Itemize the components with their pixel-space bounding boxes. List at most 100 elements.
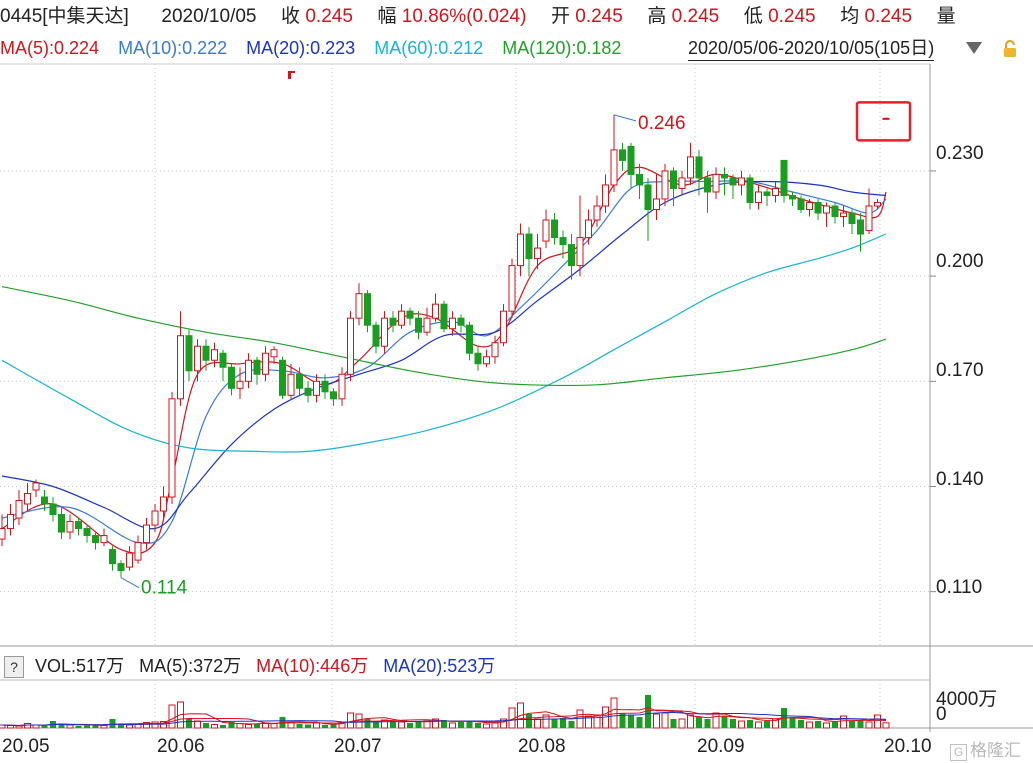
body-29 [245,359,252,382]
vol-bar-79 [670,719,677,728]
candle-20 [168,391,176,505]
body-43 [364,293,371,326]
dropdown-caret-icon[interactable] [966,42,982,54]
unlock-icon[interactable] [1003,40,1017,58]
high-label: 高 [647,6,667,27]
candle-59 [500,304,507,347]
vol-bar-58 [491,722,499,729]
body-92 [780,159,788,196]
vol-bar-103 [874,714,881,729]
vol-bar-89 [755,721,762,729]
ma10-line [1,180,887,544]
body-4 [32,482,40,491]
vol-bar-95 [806,721,813,729]
body-38 [321,380,329,393]
vol-bar-69 [585,715,592,729]
y-tick-0110: 0.110 [936,577,983,598]
body-50 [423,317,431,333]
body-39 [330,391,337,400]
body-85 [721,173,728,179]
body-37 [313,380,320,396]
ma10-legend: MA(10):0.222 [118,38,228,58]
open-value: 0.245 [575,6,623,27]
candle-2 [15,489,23,526]
vol-bar-11 [92,725,99,728]
body-96 [814,201,822,214]
vol-bar-94 [798,720,804,728]
body-24 [202,345,210,361]
body-13 [109,549,116,565]
vol-bar-27 [228,722,235,728]
candle-8 [66,514,74,540]
candle-27 [228,363,235,396]
body-36 [304,387,312,396]
top-marker-tick [291,71,295,73]
vol-bar-68 [576,709,584,729]
vol-bar-62 [526,714,532,728]
candle-101 [857,213,864,252]
candle-39 [330,388,337,406]
candle-90 [763,188,771,206]
body-72 [610,149,618,186]
candle-17 [143,518,150,550]
vol-ma20-line [1,712,887,727]
body-55 [466,324,473,354]
volume-bars [0,695,890,729]
candle-42 [355,283,363,326]
watermark-logo-icon: G [950,744,967,761]
vol-bar-59 [500,718,507,729]
body-87 [738,177,745,186]
vol-ma10: MA(10):446万 [256,656,369,676]
vol-bar-57 [483,723,490,729]
body-60 [508,265,516,312]
vol-value: VOL:517万 [35,656,125,676]
candle-76 [644,177,652,242]
candle-33 [279,356,286,399]
ma60-line [1,233,887,453]
candle-32 [270,346,278,364]
volume-label: 量 [936,6,956,27]
vol-bar-96 [815,721,821,728]
date-range-selector[interactable]: 2020/05/06-2020/10/05(105日) [688,36,935,61]
body-35 [296,373,303,389]
candle-82 [695,149,703,196]
body-65 [551,219,558,239]
ma120-legend: MA(120):0.182 [502,38,622,58]
body-14 [117,563,125,572]
ma-lines [1,166,887,554]
body-5 [41,496,48,505]
ma20-line [1,180,887,530]
candle-85 [721,167,728,196]
candle-14 [117,560,125,578]
vol-bar-2 [15,725,23,729]
candle-45 [381,311,388,354]
vol-bar-49 [415,722,422,728]
annotations: 0.246 0.114 [120,71,912,599]
candle-6 [49,496,57,522]
candle-88 [746,174,754,210]
candle-56 [474,346,482,371]
candle-1 [7,504,14,536]
body-11 [92,535,99,544]
body-20 [168,398,176,498]
vol-bar-26 [220,725,226,728]
body-32 [270,349,278,358]
vol-bar-23 [194,720,201,729]
help-icon[interactable]: ? [4,656,24,678]
x-tick-2009: 20.09 [697,736,745,757]
body-30 [253,359,261,375]
vol-bar-67 [568,721,575,728]
body-68 [576,237,584,267]
candle-73 [619,142,626,171]
stock-code: 0445[中集天达] [0,6,129,27]
body-84 [712,173,720,193]
ma-legend: MA(5):0.224 MA(10):0.222 MA(20):0.223 MA… [0,34,621,62]
vol-bar-53 [449,722,456,729]
ma5-line [1,166,887,554]
body-41 [347,317,354,375]
body-74 [627,145,635,175]
body-0 [0,528,6,540]
candle-0 [0,514,6,547]
y-tick-0140: 0.140 [936,469,984,490]
